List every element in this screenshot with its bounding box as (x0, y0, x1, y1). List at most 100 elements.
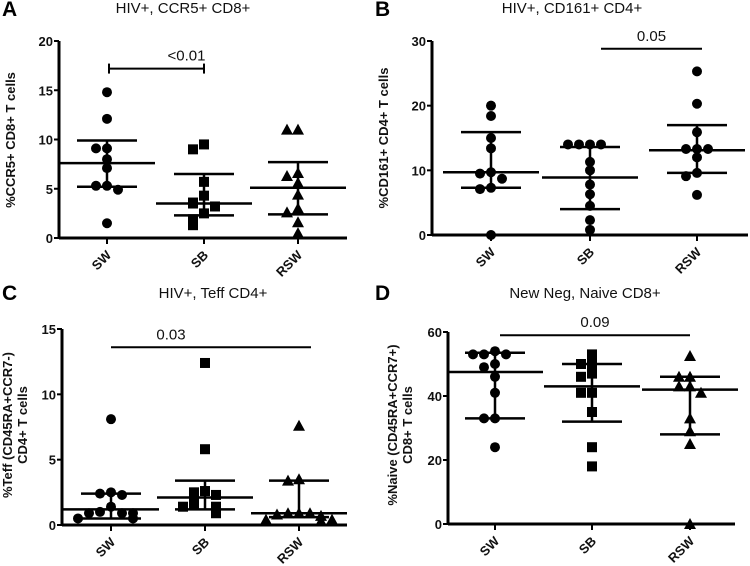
data-point-circle (596, 139, 606, 150)
data-point-triangle (326, 513, 338, 525)
panel-a: A HIV+, CCR5+ CD8+ %CCR5+ CD8+ T cells 0 5 10… (2, 0, 347, 280)
data-point-triangle (281, 169, 293, 181)
data-point-square (200, 486, 210, 497)
data-point-triangle (282, 507, 294, 519)
series-rsw (649, 66, 745, 200)
data-point-circle (102, 113, 112, 124)
y-axis-label: %CD161+ CD4+ T cells (376, 68, 391, 209)
data-point-triangle (673, 380, 685, 392)
y-axis-label: CD4+ T cells (15, 386, 30, 464)
data-point-triangle (695, 386, 707, 398)
data-point-circle (102, 143, 112, 154)
p-value-label: 0.05 (637, 28, 666, 45)
data-point-circle (486, 230, 496, 240)
data-point-circle (585, 165, 595, 176)
data-point-circle (117, 508, 127, 519)
data-point-square (189, 499, 199, 510)
x-tick-label: RSW (274, 534, 307, 566)
data-point-triangle (684, 518, 696, 529)
data-point-square (178, 501, 188, 512)
data-point-circle (490, 359, 500, 369)
data-point-triangle (282, 474, 294, 486)
data-point-circle (490, 346, 500, 357)
data-point-square (188, 214, 198, 225)
y-tick-label: 20 (39, 34, 53, 49)
data-point-square (200, 444, 210, 455)
panel-title: HIV+, CCR5+ CD8+ (116, 0, 251, 17)
data-point-circle (490, 387, 500, 398)
p-value-label: <0.01 (168, 48, 206, 65)
data-point-square (189, 487, 199, 498)
data-point-square (199, 190, 209, 201)
data-point-square (587, 359, 597, 369)
y-tick-label: 5 (46, 182, 53, 197)
data-point-triangle (292, 202, 304, 214)
y-tick-label: 20 (412, 99, 426, 114)
y-tick-label: 15 (39, 83, 53, 98)
data-point-circle (486, 100, 496, 111)
y-tick-label: 40 (428, 389, 442, 404)
data-point-triangle (684, 412, 696, 424)
y-tick-label: 20 (428, 453, 442, 468)
x-tick-label: SW (89, 247, 115, 273)
data-point-square (587, 442, 597, 453)
y-tick-label: 0 (46, 231, 53, 246)
data-point-triangle (281, 206, 293, 218)
data-point-circle (486, 111, 496, 122)
data-point-circle (681, 171, 691, 182)
data-point-triangle (684, 425, 696, 437)
series-sb (156, 139, 252, 231)
panel-title: HIV+, CD161+ CD4+ (502, 0, 643, 17)
series-rsw (642, 350, 738, 529)
data-point-triangle (260, 513, 272, 525)
data-point-triangle (292, 176, 304, 188)
data-point-triangle (684, 380, 696, 392)
data-point-circle (91, 143, 101, 154)
y-tick-label: 5 (49, 453, 56, 468)
data-point-triangle (293, 419, 305, 431)
panel-letter: B (375, 0, 390, 21)
data-point-circle (486, 143, 496, 154)
data-point-circle (106, 501, 116, 512)
data-point-circle (102, 163, 112, 174)
data-point-triangle (684, 350, 696, 361)
data-point-circle (585, 200, 595, 211)
data-point-circle (692, 66, 702, 77)
series-sb (544, 349, 640, 472)
data-point-circle (574, 139, 584, 150)
data-point-triangle (304, 507, 316, 519)
data-point-circle (102, 180, 112, 191)
y-tick-label: 10 (42, 387, 56, 402)
y-axis-label: CD8+ T cells (400, 386, 415, 464)
data-point-circle (102, 87, 112, 98)
data-point-square (199, 176, 209, 187)
data-point-square (576, 359, 586, 369)
data-point-triangle (684, 370, 696, 382)
data-point-circle (486, 182, 496, 193)
data-point-square (188, 198, 198, 209)
data-point-circle (497, 173, 507, 184)
data-point-circle (490, 442, 500, 453)
y-tick-label: 30 (412, 34, 426, 49)
x-tick-label: RSW (273, 247, 306, 280)
data-point-square (587, 407, 597, 417)
data-point-triangle (292, 216, 304, 228)
panel-c: C HIV+, Teff CD4+ %Teff (CD45RA+CCR7-) CD4+… (0, 282, 347, 566)
data-point-square (587, 461, 597, 472)
data-point-circle (486, 167, 496, 178)
x-tick-label: RSW (665, 533, 698, 566)
data-point-circle (102, 218, 112, 229)
data-point-circle (479, 349, 489, 360)
data-point-circle (681, 143, 691, 154)
series-sw (63, 414, 159, 524)
x-tick-label: RSW (672, 244, 705, 277)
series-rsw (250, 123, 346, 239)
data-point-circle (102, 154, 112, 165)
data-point-circle (95, 488, 105, 499)
data-point-triangle (293, 507, 305, 519)
series-rsw (251, 419, 347, 527)
series-sb (157, 357, 253, 519)
data-point-square (211, 508, 221, 519)
y-axis-label: %Naive (CD45RA+CCR7+) (385, 344, 400, 505)
data-point-triangle (292, 227, 304, 239)
